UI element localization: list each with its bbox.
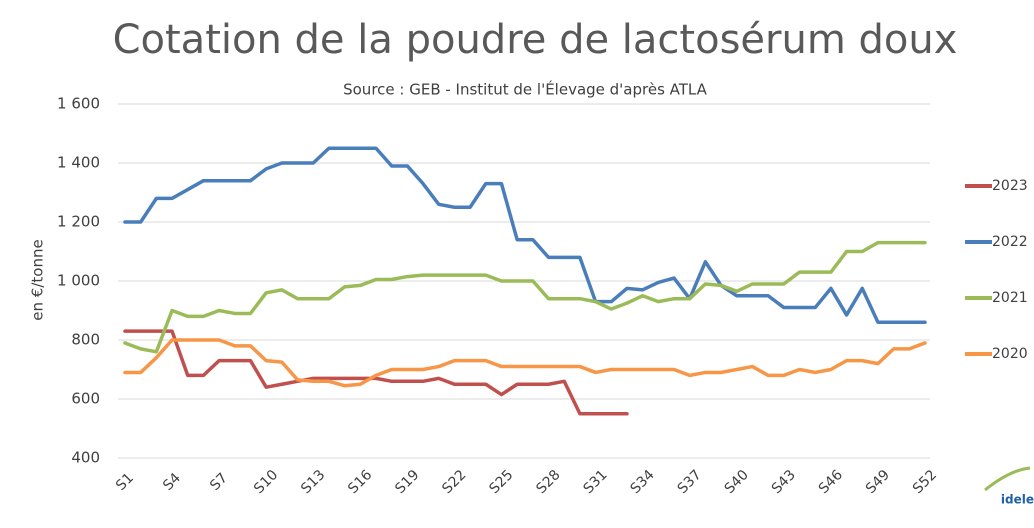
logo-text: idele [1001,493,1034,507]
x-tick-label: S46 [816,467,846,497]
x-tick-label: S34 [628,467,658,497]
x-tick-label: S10 [251,467,281,497]
x-tick-label: S37 [675,467,705,497]
x-tick-label: S25 [486,467,516,497]
x-tick-label: S43 [769,467,799,497]
y-tick-label: 800 [71,331,100,349]
chart-subtitle: Source : GEB - Institut de l'Élevage d'a… [343,80,708,99]
legend-label: 2020 [992,346,1028,362]
y-tick-label: 600 [71,390,100,408]
x-tick-label: S40 [722,467,752,497]
logo: idele [984,466,1034,507]
legend-label: 2023 [992,178,1028,194]
series-line [123,338,927,388]
y-tick-label: 1 400 [57,154,100,172]
x-tick-label: S22 [439,467,469,497]
y-tick-label: 1 200 [57,213,100,231]
x-tick-label: S19 [392,467,422,497]
series-line [123,240,927,354]
series-line [123,146,927,325]
x-tick-label: S31 [580,467,610,497]
x-tick-label: S1 [113,470,137,494]
legend-label: 2022 [992,234,1028,250]
x-tick-label: S16 [345,467,375,497]
x-tick-label: S49 [863,467,893,497]
x-tick-label: S7 [207,470,231,494]
x-tick-label: S13 [298,467,328,497]
x-tick-label: S28 [533,467,563,497]
series-line [123,329,629,416]
y-axis-label: en €/tonne [29,239,47,320]
x-tick-label: S52 [910,467,940,497]
y-tick-label: 400 [71,449,100,467]
y-tick-label: 1 600 [57,95,100,113]
chart-title: Cotation de la poudre de lactosérum doux [113,17,958,63]
legend-label: 2021 [992,290,1028,306]
y-tick-label: 1 000 [57,272,100,290]
x-tick-label: S4 [160,470,184,494]
